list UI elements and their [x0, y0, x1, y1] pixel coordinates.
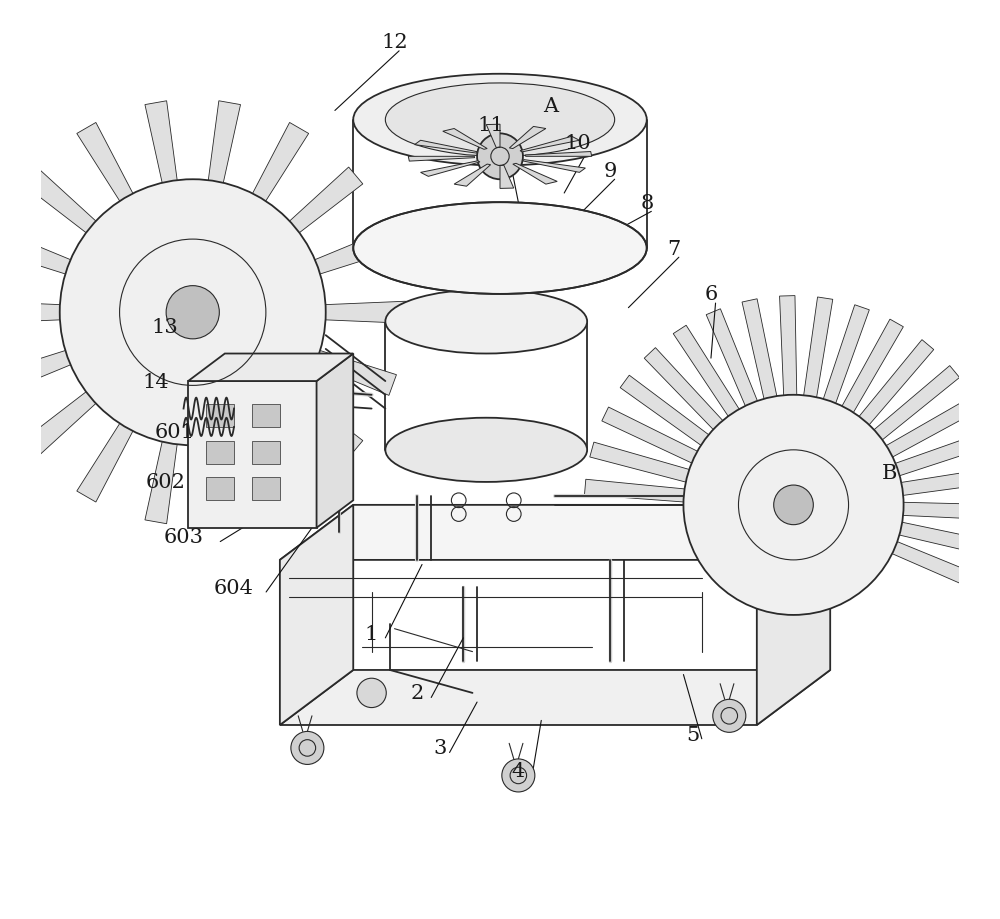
Bar	[252, 441, 280, 464]
Bar	[206, 404, 234, 427]
Polygon shape	[309, 349, 396, 396]
Polygon shape	[584, 480, 695, 504]
Polygon shape	[780, 296, 797, 406]
Polygon shape	[673, 326, 745, 425]
Polygon shape	[408, 157, 475, 162]
Polygon shape	[317, 354, 353, 528]
Polygon shape	[0, 349, 77, 396]
Polygon shape	[188, 381, 317, 528]
Polygon shape	[820, 305, 869, 414]
Text: 7: 7	[668, 239, 681, 258]
Text: 2: 2	[411, 684, 424, 703]
Polygon shape	[509, 128, 546, 150]
Polygon shape	[877, 397, 980, 462]
Polygon shape	[742, 300, 779, 410]
Polygon shape	[644, 348, 730, 437]
Polygon shape	[285, 168, 363, 237]
Ellipse shape	[385, 418, 587, 482]
Polygon shape	[23, 389, 101, 458]
Polygon shape	[837, 320, 903, 423]
Polygon shape	[852, 340, 934, 434]
Bar	[252, 478, 280, 501]
Text: 6: 6	[704, 285, 718, 304]
Polygon shape	[522, 161, 585, 173]
Text: 604: 604	[214, 578, 254, 597]
Polygon shape	[77, 123, 136, 208]
Text: 13: 13	[152, 317, 179, 336]
Circle shape	[502, 759, 535, 792]
Circle shape	[357, 678, 386, 708]
Circle shape	[477, 134, 523, 180]
Polygon shape	[513, 165, 557, 185]
Polygon shape	[892, 503, 1000, 520]
Polygon shape	[802, 298, 833, 408]
Text: 1: 1	[365, 624, 378, 643]
Circle shape	[713, 699, 746, 732]
Polygon shape	[145, 436, 178, 524]
Polygon shape	[500, 166, 514, 189]
Text: 8: 8	[640, 194, 653, 212]
Polygon shape	[421, 162, 480, 177]
Text: 12: 12	[381, 33, 408, 52]
Polygon shape	[207, 436, 241, 524]
Polygon shape	[77, 418, 136, 503]
Text: 14: 14	[143, 372, 169, 391]
Polygon shape	[207, 102, 241, 190]
Polygon shape	[889, 520, 999, 558]
Polygon shape	[23, 168, 101, 237]
Polygon shape	[145, 102, 178, 190]
Polygon shape	[250, 123, 309, 208]
Polygon shape	[486, 125, 500, 148]
Bar	[206, 441, 234, 464]
Polygon shape	[590, 443, 700, 485]
Ellipse shape	[385, 84, 615, 157]
Bar	[206, 478, 234, 501]
Polygon shape	[309, 230, 396, 277]
Polygon shape	[520, 137, 579, 153]
Circle shape	[166, 287, 219, 339]
Polygon shape	[525, 153, 592, 157]
Ellipse shape	[353, 203, 647, 295]
Polygon shape	[706, 310, 761, 416]
Text: 3: 3	[434, 739, 447, 757]
Polygon shape	[0, 230, 77, 277]
Polygon shape	[280, 505, 830, 561]
Circle shape	[683, 395, 904, 615]
Text: A: A	[543, 97, 558, 116]
Circle shape	[291, 732, 324, 765]
Polygon shape	[250, 418, 309, 503]
Polygon shape	[620, 376, 717, 452]
Polygon shape	[280, 505, 353, 725]
Polygon shape	[188, 354, 353, 381]
Polygon shape	[882, 538, 989, 594]
Circle shape	[774, 485, 813, 525]
Polygon shape	[602, 408, 707, 468]
Polygon shape	[285, 389, 363, 458]
Text: 4: 4	[512, 762, 525, 780]
Polygon shape	[885, 431, 994, 480]
Text: 9: 9	[603, 162, 617, 180]
Polygon shape	[443, 130, 487, 150]
Text: B: B	[882, 464, 898, 482]
Bar	[252, 404, 280, 427]
Circle shape	[60, 180, 326, 446]
Ellipse shape	[353, 74, 647, 166]
Polygon shape	[757, 505, 830, 725]
Polygon shape	[454, 165, 491, 187]
Ellipse shape	[385, 290, 587, 354]
Text: 11: 11	[477, 116, 504, 134]
Text: 10: 10	[565, 134, 591, 153]
Polygon shape	[280, 670, 830, 725]
Text: 602: 602	[145, 473, 185, 492]
Polygon shape	[0, 302, 66, 323]
Polygon shape	[891, 468, 1000, 497]
Polygon shape	[415, 142, 478, 153]
Text: 5: 5	[686, 725, 699, 743]
Polygon shape	[319, 302, 406, 323]
Text: 603: 603	[164, 528, 204, 547]
Polygon shape	[866, 366, 960, 448]
Text: 601: 601	[154, 423, 194, 441]
